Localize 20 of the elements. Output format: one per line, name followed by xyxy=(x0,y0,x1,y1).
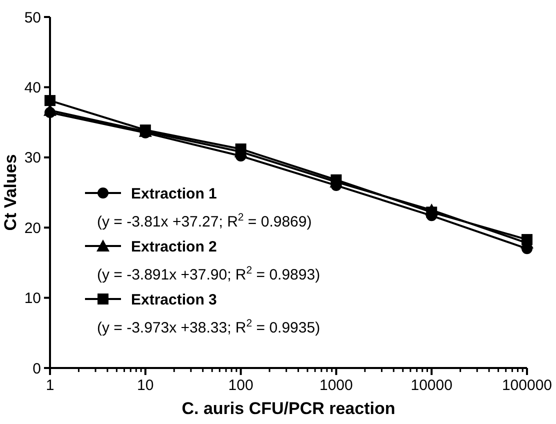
x-tick-label: 1 xyxy=(46,377,54,394)
x-axis-title: C. auris CFU/PCR reaction xyxy=(182,399,396,418)
annotation: (y = -3.891x +37.90; R$^{2}$ = 0.9893) xyxy=(97,264,320,284)
y-tick-label: 30 xyxy=(24,150,41,167)
legend-label: Extraction 2 xyxy=(131,238,217,256)
annotation: (y = -3.973x +38.33; R$^{2}$ = 0.9935) xyxy=(97,317,320,336)
y-tick-label: 0 xyxy=(32,360,41,378)
y-tick-label: 20 xyxy=(24,220,41,237)
x-tick-label: 1000 xyxy=(320,377,353,394)
x-tick-label: 10000 xyxy=(410,377,452,394)
y-tick-label: 50 xyxy=(24,9,41,26)
legend-label: Extraction 1 xyxy=(131,185,217,202)
x-tick-label: 100 xyxy=(228,377,254,394)
y-axis-title: Ct Values xyxy=(1,154,20,231)
annotation: (y = -3.81x +37.27; R$^{2}$ = 0.9869) xyxy=(97,211,312,230)
x-tick-label: 10 xyxy=(137,377,154,394)
legend-label: Extraction 3 xyxy=(131,291,217,308)
y-tick-label: 40 xyxy=(24,79,41,96)
y-tick-label: 10 xyxy=(24,290,41,308)
x-tick-label: 100000 xyxy=(502,377,552,394)
